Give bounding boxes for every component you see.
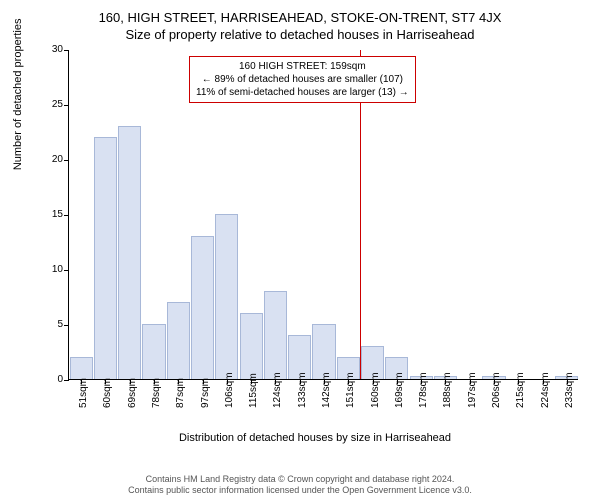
x-tick-label: 106sqm xyxy=(224,372,235,408)
x-tick-label: 97sqm xyxy=(200,378,211,408)
x-tick-label: 178sqm xyxy=(418,372,429,408)
x-tick-label: 233sqm xyxy=(564,372,575,408)
x-tick-label: 188sqm xyxy=(442,372,453,408)
histogram-bar xyxy=(240,313,263,379)
y-tick-label: 20 xyxy=(43,154,63,165)
footer-line1: Contains HM Land Registry data © Crown c… xyxy=(10,474,590,485)
annotation-line3: 11% of semi-detached houses are larger (… xyxy=(196,86,409,99)
y-tick xyxy=(64,215,69,216)
annotation-line2: ← 89% of detached houses are smaller (10… xyxy=(196,73,409,86)
x-tick-label: 224sqm xyxy=(540,372,551,408)
annotation-line1: 160 HIGH STREET: 159sqm xyxy=(196,60,409,73)
y-tick-label: 15 xyxy=(43,209,63,220)
footer: Contains HM Land Registry data © Crown c… xyxy=(10,474,590,496)
footer-line2: Contains public sector information licen… xyxy=(10,485,590,496)
x-tick-label: 142sqm xyxy=(321,372,332,408)
x-tick-label: 215sqm xyxy=(515,372,526,408)
histogram-bar xyxy=(264,291,287,379)
y-tick xyxy=(64,160,69,161)
chart-subtitle: Size of property relative to detached ho… xyxy=(10,27,590,42)
y-tick-label: 0 xyxy=(43,374,63,385)
x-tick-label: 169sqm xyxy=(394,372,405,408)
histogram-bar xyxy=(70,357,93,379)
x-tick-label: 51sqm xyxy=(78,378,89,408)
y-tick-label: 30 xyxy=(43,44,63,55)
plot-area: 05101520253051sqm60sqm69sqm78sqm87sqm97s… xyxy=(68,50,578,380)
y-tick xyxy=(64,105,69,106)
x-tick-label: 115sqm xyxy=(248,373,259,408)
x-tick-label: 69sqm xyxy=(127,378,138,408)
histogram-bar xyxy=(142,324,165,379)
histogram-bar xyxy=(191,236,214,379)
x-tick-label: 133sqm xyxy=(297,372,308,408)
chart-title: 160, HIGH STREET, HARRISEAHEAD, STOKE-ON… xyxy=(10,10,590,25)
y-axis-label: Number of detached properties xyxy=(12,19,24,171)
histogram-bar xyxy=(167,302,190,379)
chart-container: 160, HIGH STREET, HARRISEAHEAD, STOKE-ON… xyxy=(0,0,600,500)
histogram-bar xyxy=(118,126,141,379)
x-tick-label: 78sqm xyxy=(151,378,162,408)
x-tick-label: 160sqm xyxy=(370,372,381,408)
x-tick-label: 197sqm xyxy=(467,372,478,408)
histogram-bar xyxy=(215,214,238,379)
x-tick-label: 60sqm xyxy=(102,378,113,408)
y-tick-label: 25 xyxy=(43,99,63,110)
y-tick-label: 5 xyxy=(43,319,63,330)
x-tick-label: 206sqm xyxy=(491,372,502,408)
y-tick-label: 10 xyxy=(43,264,63,275)
y-tick xyxy=(64,270,69,271)
chart-area: Number of detached properties 0510152025… xyxy=(40,50,600,430)
x-tick-label: 124sqm xyxy=(272,372,283,408)
y-tick xyxy=(64,380,69,381)
x-tick-label: 151sqm xyxy=(345,372,356,408)
x-tick-label: 87sqm xyxy=(175,378,186,408)
y-tick xyxy=(64,325,69,326)
annotation-box: 160 HIGH STREET: 159sqm← 89% of detached… xyxy=(189,56,416,103)
histogram-bar xyxy=(94,137,117,379)
y-tick xyxy=(64,50,69,51)
x-axis-label: Distribution of detached houses by size … xyxy=(40,432,590,444)
histogram-bar xyxy=(312,324,335,379)
